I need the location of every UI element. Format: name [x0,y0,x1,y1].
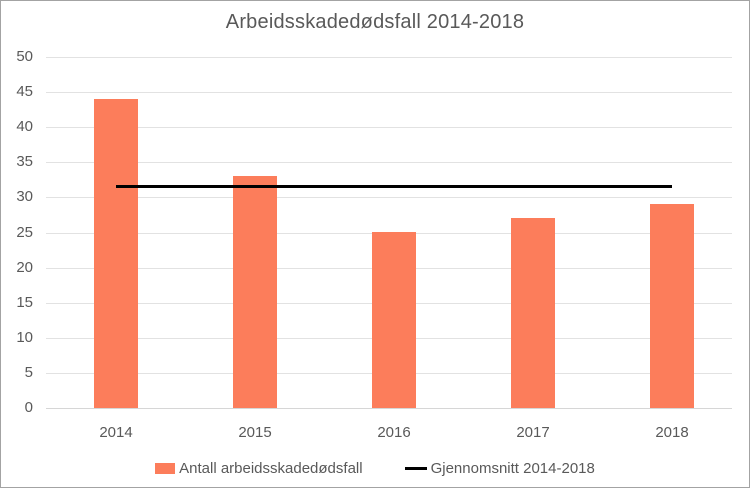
legend-label-bars: Antall arbeidsskadedødsfall [179,460,363,477]
y-axis-tick-label: 50 [16,48,33,65]
bar-2015 [233,176,277,408]
y-axis-tick-label: 30 [16,188,33,205]
gridline [46,57,732,58]
gridline [46,127,732,128]
x-axis-tick-label: 2014 [99,424,133,441]
bar-2017 [511,218,555,408]
x-axis-tick-label: 2015 [238,424,272,441]
legend-item-average: Gjennomsnitt 2014-2018 [404,460,595,477]
y-axis-tick-label: 5 [24,364,33,381]
y-axis-tick-label: 0 [24,399,33,416]
y-axis-tick-label: 35 [16,153,33,170]
y-axis-tick-label: 25 [16,224,33,241]
bar-2018 [650,204,694,408]
y-axis-tick-label: 40 [16,118,33,135]
gridline [46,197,732,198]
gridline [46,162,732,163]
x-axis-tick-label: 2018 [655,424,689,441]
average-line [116,185,672,188]
bar-2016 [372,232,416,408]
x-axis-line [46,408,732,409]
legend-item-bars: Antall arbeidsskadedødsfall [155,460,363,477]
y-axis-tick-label: 10 [16,329,33,346]
gridline [46,92,732,93]
y-axis-tick-label: 15 [16,294,33,311]
y-axis-tick-label: 20 [16,259,33,276]
x-axis-tick-label: 2017 [516,424,550,441]
average-line-swatch-icon [404,467,427,470]
y-axis-tick-label: 45 [16,83,33,100]
legend-label-average: Gjennomsnitt 2014-2018 [430,460,595,477]
chart-title: Arbeidsskadedødsfall 2014-2018 [225,11,525,33]
legend: Antall arbeidsskadedødsfall Gjennomsnitt… [1,460,749,477]
bar-series-swatch-icon [155,463,176,474]
x-axis-tick-label: 2016 [377,424,411,441]
bar-2014 [94,99,138,408]
